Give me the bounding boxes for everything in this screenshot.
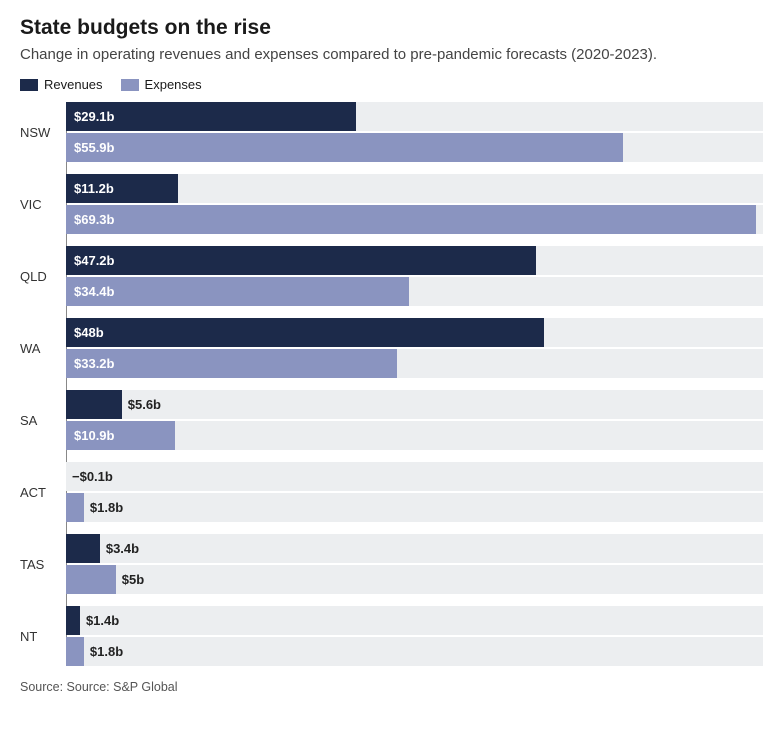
- bar-expenses: $33.2b: [66, 349, 397, 378]
- legend-label: Revenues: [44, 77, 103, 92]
- bar-expenses: $69.3b: [66, 205, 756, 234]
- bar-track: $5.6b: [66, 390, 763, 419]
- category-label: VIC: [20, 174, 66, 234]
- chart-title: State budgets on the rise: [20, 16, 763, 40]
- bar-track: $1.8b: [66, 493, 763, 522]
- bar-track: $48b: [66, 318, 763, 347]
- chart-rows: NSW$29.1b$55.9bVIC$11.2b$69.3bQLD$47.2b$…: [20, 102, 763, 666]
- row-bars: −$0.1b $1.8b: [66, 462, 763, 522]
- bar-revenues: $29.1b: [66, 102, 356, 131]
- legend-swatch: [20, 79, 38, 91]
- bar-value-label: $34.4b: [66, 284, 122, 299]
- bar-revenues: $3.4b: [66, 534, 100, 563]
- bar-revenues: $5.6b: [66, 390, 122, 419]
- bar-chart: NSW$29.1b$55.9bVIC$11.2b$69.3bQLD$47.2b$…: [20, 102, 763, 666]
- bar-value-label: $1.8b: [84, 644, 131, 659]
- bar-value-label: $5b: [116, 572, 152, 587]
- chart-row: NSW$29.1b $55.9b: [20, 102, 763, 162]
- bar-expenses: $10.9b: [66, 421, 175, 450]
- bar-value-label: −$0.1b: [66, 469, 121, 484]
- bar-track: $34.4b: [66, 277, 763, 306]
- bar-value-label: $33.2b: [66, 356, 122, 371]
- chart-row: SA$5.6b$10.9b: [20, 390, 763, 450]
- bar-value-label: $3.4b: [100, 541, 147, 556]
- bar-track: −$0.1b: [66, 462, 763, 491]
- bar-track: $1.4b: [66, 606, 763, 635]
- bar-track: $10.9b: [66, 421, 763, 450]
- bar-expenses: $55.9b: [66, 133, 623, 162]
- chart-row: QLD$47.2b $34.4b: [20, 246, 763, 306]
- chart-row: WA$48b $33.2b: [20, 318, 763, 378]
- bar-value-label: $29.1b: [66, 109, 122, 124]
- bar-value-label: $55.9b: [66, 140, 122, 155]
- bar-value-label: $5.6b: [122, 397, 169, 412]
- bar-expenses: $34.4b: [66, 277, 409, 306]
- bar-expenses: $5b: [66, 565, 116, 594]
- bar-track: $47.2b: [66, 246, 763, 275]
- legend-swatch: [121, 79, 139, 91]
- legend-item: Expenses: [121, 77, 202, 92]
- chart-row: VIC$11.2b $69.3b: [20, 174, 763, 234]
- row-bars: $29.1b $55.9b: [66, 102, 763, 162]
- chart-row: TAS$3.4b$5b: [20, 534, 763, 594]
- category-label: QLD: [20, 246, 66, 306]
- row-bars: $47.2b $34.4b: [66, 246, 763, 306]
- bar-value-label: $47.2b: [66, 253, 122, 268]
- legend-item: Revenues: [20, 77, 103, 92]
- row-bars: $3.4b$5b: [66, 534, 763, 594]
- bar-track: $3.4b: [66, 534, 763, 563]
- bar-track: $11.2b: [66, 174, 763, 203]
- category-label: WA: [20, 318, 66, 378]
- bar-revenues: $47.2b: [66, 246, 536, 275]
- bar-value-label: $1.8b: [84, 500, 131, 515]
- bar-expenses: $1.8b: [66, 637, 84, 666]
- bar-track: $55.9b: [66, 133, 763, 162]
- bar-revenues: $11.2b: [66, 174, 178, 203]
- bar-track: $69.3b: [66, 205, 763, 234]
- bar-value-label: $1.4b: [80, 613, 127, 628]
- bar-value-label: $10.9b: [66, 428, 122, 443]
- category-label: ACT: [20, 462, 66, 522]
- bar-track: $5b: [66, 565, 763, 594]
- chart-subtitle: Change in operating revenues and expense…: [20, 46, 763, 63]
- category-label: NT: [20, 606, 66, 666]
- bar-value-label: $11.2b: [66, 181, 122, 196]
- bar-track: $29.1b: [66, 102, 763, 131]
- row-bars: $48b $33.2b: [66, 318, 763, 378]
- bar-revenues: $1.4b: [66, 606, 80, 635]
- bar-value-label: $48b: [66, 325, 112, 340]
- bar-track: $1.8b: [66, 637, 763, 666]
- legend: Revenues Expenses: [20, 77, 763, 92]
- row-bars: $11.2b $69.3b: [66, 174, 763, 234]
- bar-revenues: $48b: [66, 318, 544, 347]
- bar-expenses: $1.8b: [66, 493, 84, 522]
- category-label: NSW: [20, 102, 66, 162]
- source-text: Source: Source: S&P Global: [20, 680, 763, 694]
- row-bars: $5.6b $10.9b: [66, 390, 763, 450]
- category-label: TAS: [20, 534, 66, 594]
- chart-row: ACT−$0.1b $1.8b: [20, 462, 763, 522]
- row-bars: $1.4b $1.8b: [66, 606, 763, 666]
- legend-label: Expenses: [145, 77, 202, 92]
- bar-value-label: $69.3b: [66, 212, 122, 227]
- chart-row: NT$1.4b$1.8b: [20, 606, 763, 666]
- bar-track: $33.2b: [66, 349, 763, 378]
- category-label: SA: [20, 390, 66, 450]
